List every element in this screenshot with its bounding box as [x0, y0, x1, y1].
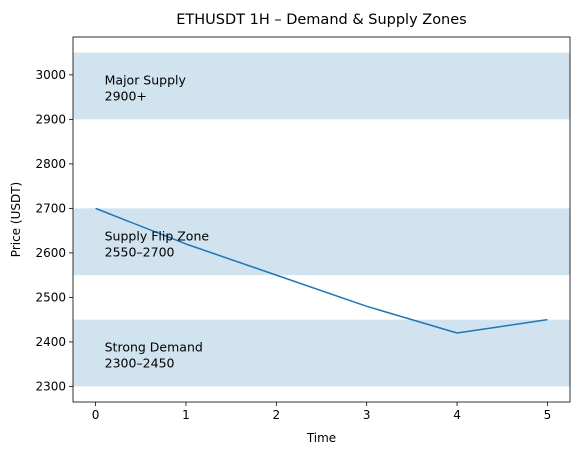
plot-frame	[72, 36, 571, 403]
y-tick-label: 2500	[35, 291, 66, 305]
chart-title: ETHUSDT 1H – Demand & Supply Zones	[176, 12, 466, 28]
zone-label-line1: Supply Flip Zone	[105, 228, 210, 243]
zone-label-line2: 2900+	[105, 88, 147, 103]
x-tick-label: 4	[453, 408, 461, 422]
x-tick-label: 0	[92, 408, 100, 422]
y-tick-label: 2900	[35, 113, 66, 127]
y-tick-label: 2800	[35, 157, 66, 171]
y-tick-label: 2300	[35, 380, 66, 394]
y-tick-label: 2700	[35, 202, 66, 216]
zone-label-1: Major Supply 2900+	[105, 72, 187, 103]
x-tick-label: 1	[182, 408, 190, 422]
zone-label-2: Supply Flip Zone 2550–2700	[105, 228, 210, 259]
y-tick-label: 2400	[35, 335, 66, 349]
zone-label-line2: 2300–2450	[105, 356, 175, 371]
y-tick-label: 2600	[35, 246, 66, 260]
x-axis-label: Time	[306, 431, 336, 445]
zone-band-1	[73, 52, 570, 120]
y-axis-label: Price (USDT)	[9, 182, 23, 257]
zone-label-line1: Strong Demand	[105, 340, 203, 355]
y-tick-label: 3000	[35, 68, 66, 82]
zone-label-line2: 2550–2700	[105, 244, 175, 259]
zones-layer	[73, 52, 570, 387]
x-tick-label: 5	[544, 408, 552, 422]
x-axis-ticks: 0 1 2 3 4 5	[92, 402, 551, 422]
zone-label-3: Strong Demand 2300–2450	[105, 340, 203, 371]
zone-labels: Major Supply 2900+ Supply Flip Zone 2550–27…	[105, 72, 210, 370]
zone-band-3	[73, 319, 570, 387]
x-tick-label: 2	[272, 408, 280, 422]
zone-label-line1: Major Supply	[105, 72, 187, 87]
series-line-1	[95, 207, 548, 334]
x-tick-label: 3	[363, 408, 371, 422]
zone-band-2	[73, 208, 570, 276]
series-layer	[95, 207, 548, 334]
y-axis-ticks: 2300 2400 2500 2600 2700 2800 2900 3000	[35, 68, 73, 394]
